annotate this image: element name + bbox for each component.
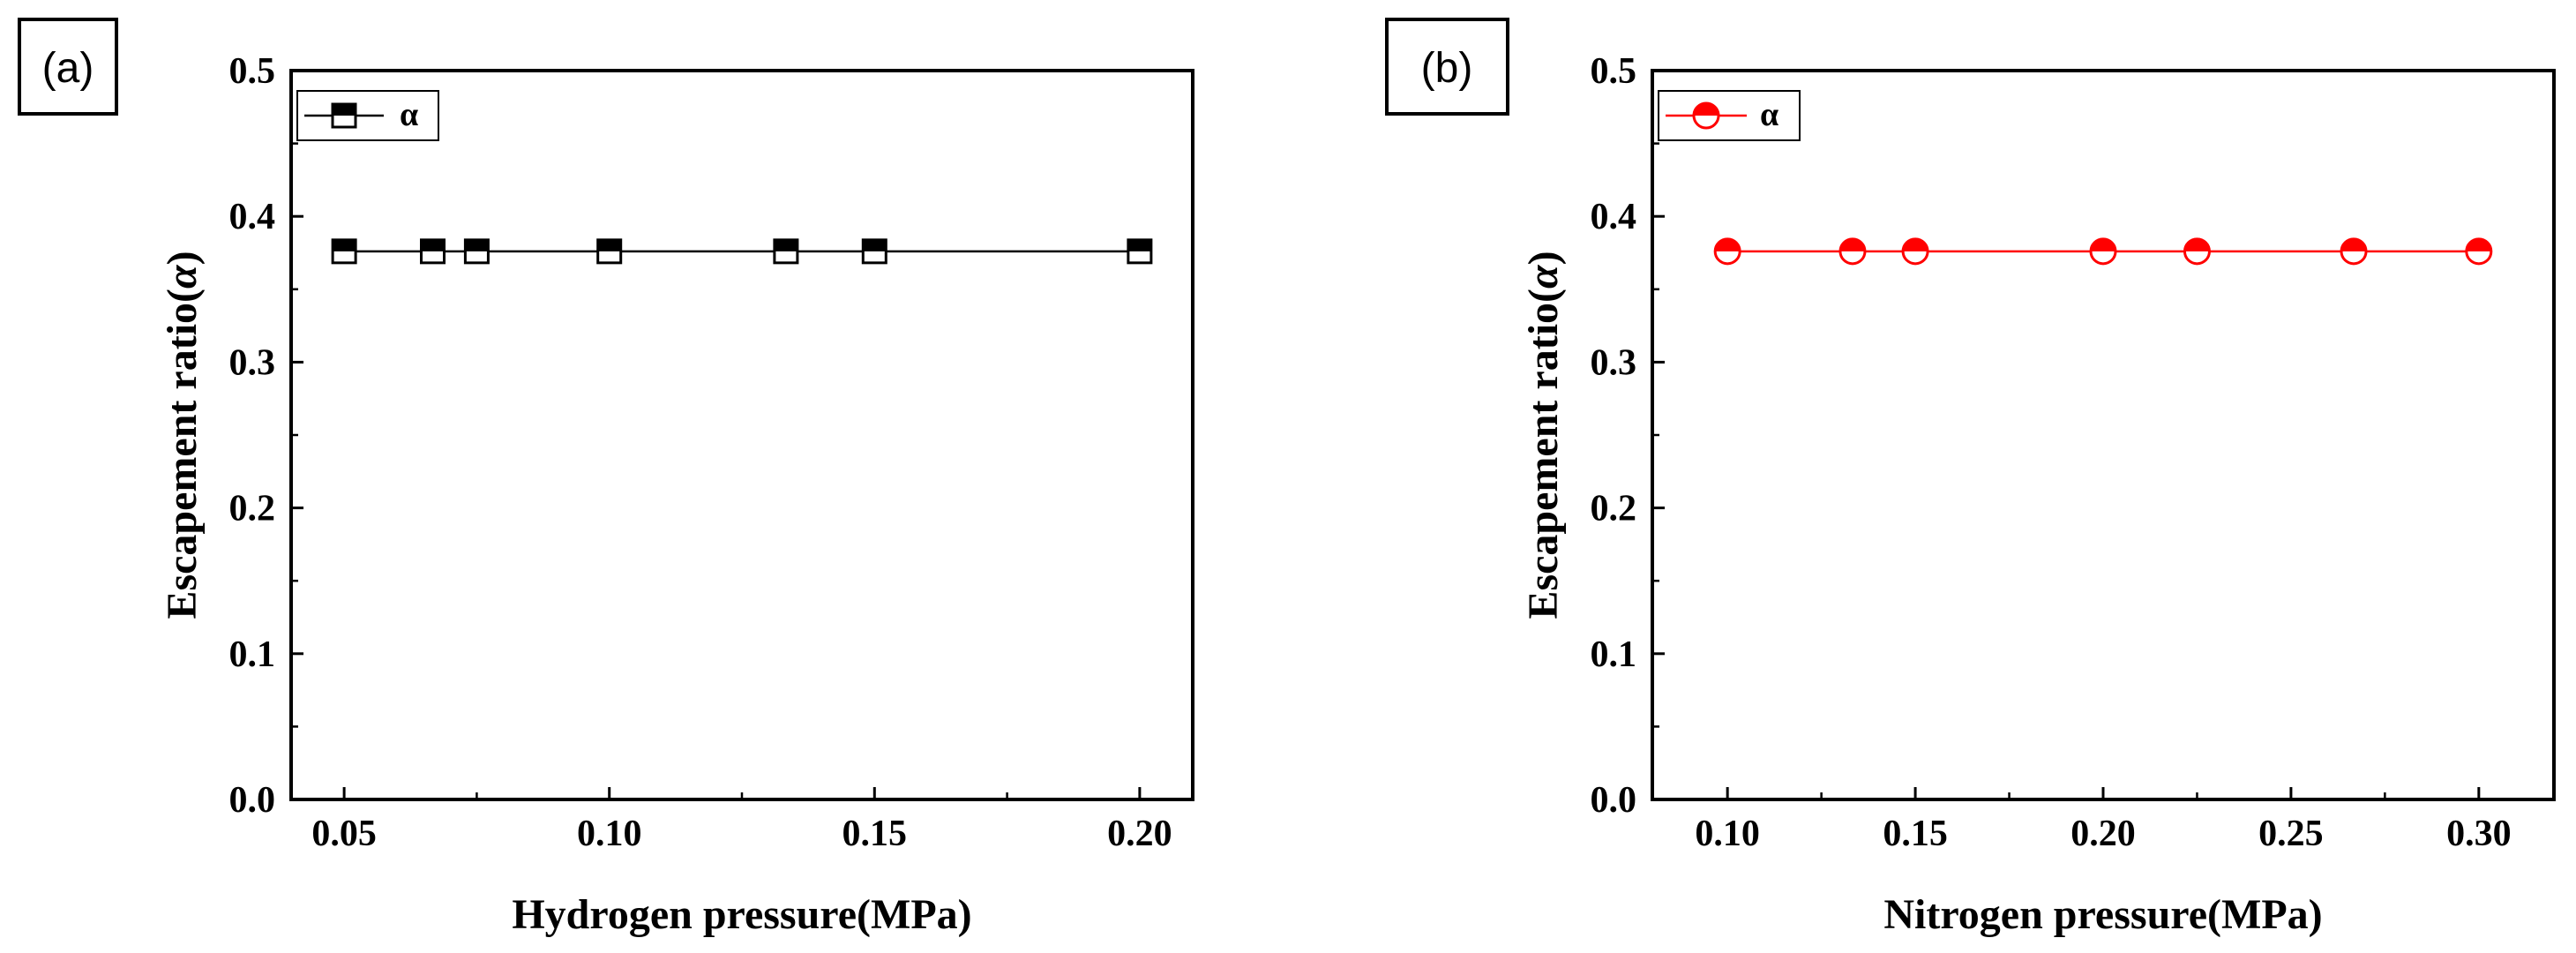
y-tick-label-b: 0.3: [1591, 342, 1637, 383]
y-axis-title-a: Escapement ratio(α): [159, 251, 206, 619]
y-tick-label-b: 0.2: [1591, 489, 1637, 529]
y-tick-label-a: 0.3: [229, 342, 276, 383]
data-point-b: [2465, 237, 2493, 266]
panel-label-box-b: [1385, 18, 1509, 116]
data-point-a: [861, 238, 887, 265]
y-tick-label-b: 0.4: [1591, 197, 1637, 237]
x-tick-label-b: 0.15: [1883, 814, 1948, 854]
x-tick-label-b: 0.10: [1695, 814, 1760, 854]
x-tick-label-b: 0.20: [2071, 814, 2136, 854]
data-point-b: [1901, 237, 1929, 266]
panel-label-box-a: [18, 18, 118, 116]
y-tick-label-a: 0.2: [229, 489, 276, 529]
legend-label-b: α: [1760, 96, 1778, 133]
y-axis-title-close-a: ): [159, 251, 206, 265]
y-tick-label-b: 0.1: [1591, 634, 1637, 675]
x-axis-title-b: Nitrogen pressure(MPa): [1883, 891, 2322, 938]
x-tick-label-b: 0.25: [2258, 814, 2324, 854]
y-axis-title-main-b: Escapement ratio(: [1520, 289, 1567, 619]
data-point-b: [2340, 237, 2368, 266]
data-point-a: [331, 238, 357, 265]
chart-panel-b: (b) 0.00.10.20.30.40.50.10 0.15 0.20 0.25 0.…: [1385, 18, 2556, 938]
y-tick-label-a: 0.4: [229, 197, 276, 237]
y-tick-label-b: 0.5: [1591, 51, 1637, 92]
axis-ticks-a: 0.0 0.1 0.2 0.3 0.4 0.5 0.05 0.10 0.15 0.20: [229, 51, 1172, 854]
x-tick-label-a: 0.15: [842, 814, 908, 854]
data-point-a: [420, 238, 446, 265]
data-point-b: [2089, 237, 2117, 266]
y-axis-title-close-b: ): [1520, 251, 1567, 265]
y-axis-title-main-a: Escapement ratio(: [159, 289, 206, 619]
legend-marker-a: [331, 102, 357, 129]
legend-symbol-b: [1692, 101, 1720, 130]
legend-marker-b: [1692, 101, 1720, 130]
plot-frame-b: [1651, 69, 2556, 801]
x-axis-title-a: Hydrogen pressure(MPa): [512, 891, 971, 938]
data-point-b: [1713, 237, 1741, 266]
data-series-b: [1713, 237, 2493, 266]
data-point-b: [2183, 237, 2211, 266]
x-tick-label-a: 0.20: [1107, 814, 1172, 854]
data-point-a: [596, 238, 623, 265]
data-point-a: [773, 238, 799, 265]
data-point-a: [463, 238, 490, 265]
panel-label-a: (a): [42, 45, 94, 92]
data-point-a: [1127, 238, 1153, 265]
data-series-a: [331, 238, 1153, 265]
y-tick-label-b: 0.0: [1591, 780, 1637, 821]
x-tick-label-a: 0.10: [577, 814, 642, 854]
y-tick-label-a: 0.5: [229, 51, 276, 92]
y-tick-label-a: 0.1: [229, 634, 276, 675]
x-tick-label-a: 0.05: [311, 814, 377, 854]
legend-symbol-a: [331, 102, 357, 129]
axis-ticks-b: 0.0 0.1 0.2 0.3 0.4 0.5 0.10 0.15 0.20 0.25 0.30: [1591, 51, 2512, 854]
data-point-b: [1838, 237, 1867, 266]
y-axis-title-symbol-b: α: [1520, 264, 1567, 289]
y-tick-label-a: 0.0: [229, 780, 276, 821]
panel-label-b: (b): [1421, 45, 1473, 92]
x-tick-label-b: 0.30: [2446, 814, 2512, 854]
legend-label-a: α: [400, 96, 418, 133]
plot-frame-a: [289, 69, 1194, 801]
y-axis-title-b: Escapement ratio(α): [1520, 251, 1567, 619]
chart-panel-a: (a) 0.0 0.1 0.2 0.3 0.4 0.5 0.05 0.10 0.15 0.20 α…: [18, 18, 1194, 938]
y-axis-title-symbol-a: α: [159, 264, 206, 289]
